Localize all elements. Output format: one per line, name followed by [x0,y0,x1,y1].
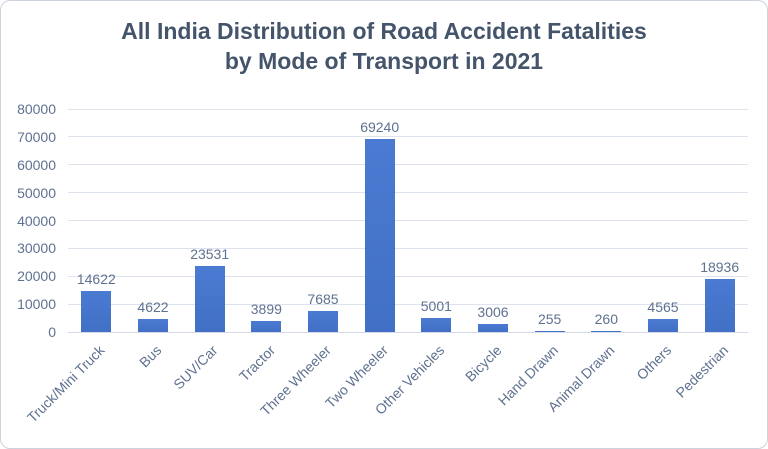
gridline [68,136,748,138]
bar-value-label: 23531 [190,246,230,263]
bar-value-label: 3006 [477,303,509,320]
chart-title-line-1: All India Distribution of Road Accident … [121,18,647,44]
bar-value-label: 69240 [360,119,400,135]
bar [81,291,112,332]
gridline [68,220,748,221]
bar-value-label: 5001 [420,298,452,315]
x-axis-category-label: Bicycle [461,342,505,385]
x-axis-category-label: Tractor [235,342,278,385]
chart-title: All India Distribution of Road Accident … [1,16,767,76]
bar-value-label: 4622 [137,299,169,316]
bar-value-label: 255 [537,311,562,327]
gridline [68,108,748,110]
bar-value-label: 7685 [307,290,339,307]
gridline [68,275,748,277]
bar-value-label: 4565 [647,299,679,316]
gridline [68,303,748,305]
x-axis-category-label: Others [633,342,675,384]
y-axis-tick-label: 50000 [17,184,56,201]
bar [478,323,508,332]
bar [364,139,395,332]
bar-value-label: 18936 [700,259,740,276]
bar [591,331,622,332]
y-axis-tick-label: 20000 [17,268,56,285]
x-axis-category-label: Pedestrian [672,342,731,401]
plot-area: 0 10000 20000 30000 40000 50000 60000 70000 8000… [17,101,748,426]
x-axis-category-label: Truck/Mini Truck [24,342,108,426]
y-axis-tick-label: 70000 [17,128,56,145]
bar [534,331,565,332]
chart-title-line-2: by Mode of Transport in 2021 [224,48,544,74]
y-axis-tick-label: 80000 [17,101,56,117]
y-axis-tick-label: 30000 [17,240,56,257]
x-axis-category-label: Bus [135,342,165,371]
gridline [68,164,748,166]
bar-value-label: 260 [594,311,619,327]
gridline [68,247,748,249]
bar [251,321,282,332]
bar [648,319,678,332]
y-axis-tick-label: 10000 [17,296,56,313]
bar [421,318,452,332]
bar [194,266,225,332]
bar [138,319,168,332]
bar-value-label: 3899 [250,301,282,318]
bar [308,310,338,332]
bar-value-label: 14622 [76,271,116,288]
gridline [68,192,748,194]
y-axis-tick-label: 0 [48,324,56,340]
bar [704,279,735,332]
x-axis-category-label: SUV/Car [170,342,221,393]
y-axis-tick-label: 60000 [17,156,56,173]
y-axis-tick-label: 40000 [17,212,56,229]
x-axis-line [68,331,748,333]
